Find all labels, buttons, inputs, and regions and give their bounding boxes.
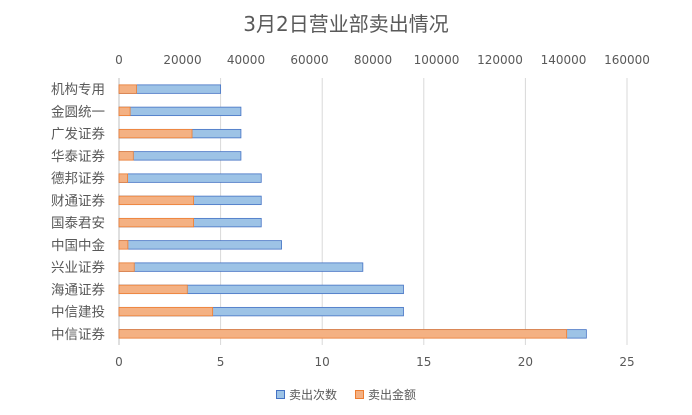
x-tick-label-top: 60000 [290,53,328,67]
x-tick-label-bottom: 0 [115,355,123,369]
bar-amount [118,151,134,161]
category-label: 金圆统一 [51,104,105,120]
bar-amount [118,173,128,183]
bar-amount [118,106,131,117]
x-tick-label-top: 20000 [163,53,201,67]
bar-count [118,240,282,250]
bar-amount [118,128,193,139]
bar-amount [118,84,137,94]
bar-amount [118,306,214,317]
bar-amount [118,240,129,250]
bar-count [118,151,242,161]
bar-amount [118,284,188,295]
legend-label-amount: 卖出金额 [368,388,417,402]
legend: 卖出次数 卖出金额 [0,386,692,403]
category-label: 德邦证券 [51,171,105,187]
category-label: 中信证券 [51,327,105,343]
legend-label-count: 卖出次数 [288,388,337,402]
x-tick-label-top: 40000 [227,53,265,67]
category-label: 广发证券 [51,127,105,143]
x-tick-label-bottom: 5 [217,355,225,369]
category-label: 兴业证券 [51,260,105,276]
x-tick-label-bottom: 15 [416,355,431,369]
legend-swatch-count [275,390,285,399]
category-label: 中国中金 [51,238,105,254]
x-tick-label-top: 160000 [604,53,650,67]
category-label: 国泰君安 [51,216,105,232]
bar-amount [118,262,135,272]
category-label: 财通证券 [51,193,105,209]
category-label: 海通证券 [51,282,105,298]
bar-amount [118,217,195,228]
x-tick-label-bottom: 25 [619,355,634,369]
x-tick-label-top: 120000 [477,53,523,67]
legend-item-amount: 卖出金额 [355,386,416,403]
chart-title: 3月2日营业部卖出情况 [243,12,449,36]
category-label: 中信建投 [51,305,105,321]
bar-count [118,173,262,183]
legend-swatch-amount [355,390,364,399]
bar-amount [118,329,568,339]
x-tick-label-top: 0 [115,53,123,67]
bar-count [118,262,364,272]
category-label: 机构专用 [51,82,105,98]
bar-amount [118,195,195,206]
x-tick-label-bottom: 20 [518,355,533,369]
bar-count [118,106,242,117]
x-tick-label-top: 100000 [414,53,460,67]
x-tick-label-top: 140000 [541,53,587,67]
x-tick-label-top: 80000 [354,53,392,67]
legend-item-count: 卖出次数 [275,386,337,403]
x-tick-label-bottom: 10 [315,355,330,369]
category-label: 华泰证券 [51,149,105,165]
